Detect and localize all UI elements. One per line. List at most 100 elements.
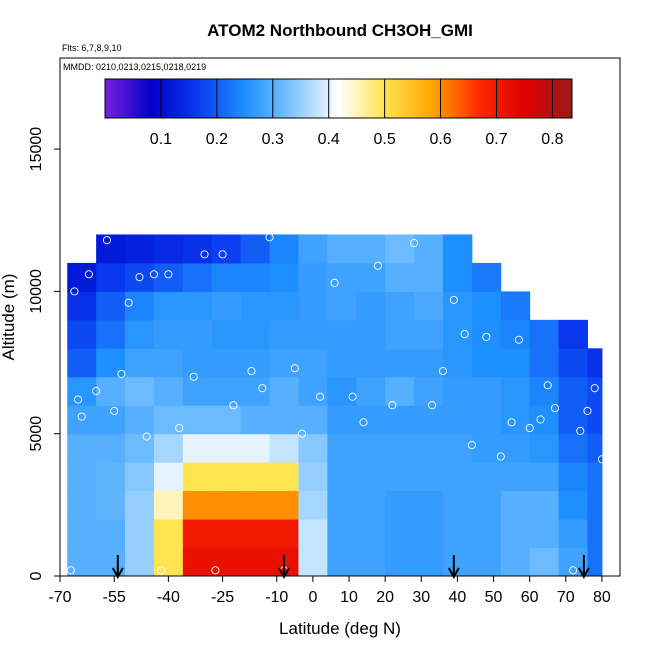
observation-point <box>460 330 469 339</box>
heat-cell <box>269 348 299 378</box>
heat-cell <box>67 291 97 321</box>
heat-cell <box>356 462 386 492</box>
heat-cell <box>327 490 357 520</box>
heat-cell <box>182 234 213 264</box>
x-tick-label: 10 <box>340 589 358 606</box>
heat-cell <box>125 348 155 378</box>
heat-cell <box>442 519 473 549</box>
heat-cell <box>471 519 502 549</box>
heat-cell <box>414 519 444 549</box>
heat-cell <box>240 490 271 520</box>
heat-cell <box>153 462 184 492</box>
heat-cell <box>125 262 155 292</box>
heat-cell <box>269 234 299 264</box>
heat-cell <box>240 319 271 349</box>
colorbar-tick-label: 0.5 <box>374 131 396 148</box>
observation-point <box>496 452 505 461</box>
heat-cell <box>125 462 155 492</box>
heat-cell <box>442 319 473 349</box>
heat-cell <box>211 291 242 321</box>
heat-cell <box>182 376 213 406</box>
heat-cell <box>269 319 299 349</box>
heat-cell <box>67 405 97 435</box>
observation-point <box>525 423 534 433</box>
heat-cell <box>385 519 415 549</box>
observation-point <box>428 401 437 410</box>
observation-point <box>92 386 101 396</box>
observation-point <box>70 287 79 296</box>
heat-cell <box>182 519 213 549</box>
heat-cell <box>96 376 126 406</box>
heat-cell <box>414 319 444 349</box>
heat-cell <box>211 405 242 435</box>
x-tick-label: -25 <box>211 589 234 606</box>
heat-cell <box>356 433 386 463</box>
heat-cell <box>500 547 531 577</box>
x-tick-label: 0 <box>308 589 317 606</box>
heat-cell <box>211 433 242 463</box>
heat-cell <box>96 234 126 264</box>
heat-cell <box>211 490 242 520</box>
colorbar-tick-label: 0.3 <box>262 131 284 148</box>
x-tick-label: -10 <box>265 589 288 606</box>
heat-cell <box>442 490 473 520</box>
heat-cell <box>240 291 271 321</box>
heat-cell <box>298 547 328 577</box>
heat-cell <box>385 234 415 264</box>
observation-point <box>102 236 112 245</box>
heat-cell <box>327 519 357 549</box>
heat-cell <box>327 348 357 378</box>
heat-cell <box>211 376 242 406</box>
dates-note: MMDD: 0210,0213,0215,0218,0219 <box>63 62 206 72</box>
heat-cell <box>442 547 473 577</box>
heat-cell <box>471 291 502 321</box>
heat-cell <box>385 291 415 321</box>
heat-cell <box>211 319 242 349</box>
heat-cell <box>125 547 155 577</box>
heat-cell <box>385 376 415 406</box>
heat-cell <box>269 462 299 492</box>
heat-cell <box>356 319 386 349</box>
heat-cell <box>327 291 357 321</box>
heat-cell <box>385 348 415 378</box>
colorbar-tick-label: 0.2 <box>206 131 228 148</box>
heat-cell <box>67 490 97 520</box>
colorbar-tick-label: 0.8 <box>541 131 563 148</box>
heat-cell <box>96 490 126 520</box>
heat-cell <box>587 433 603 463</box>
heat-cell <box>385 490 415 520</box>
heat-cell <box>298 291 328 321</box>
heat-cell <box>587 547 603 577</box>
heat-cell <box>356 234 386 264</box>
heat-cell <box>240 262 271 292</box>
heat-cell <box>442 462 473 492</box>
heat-cell <box>269 519 299 549</box>
heat-cell <box>500 291 531 321</box>
heat-cell <box>240 519 271 549</box>
observation-point <box>348 392 357 401</box>
heat-cell <box>471 433 502 463</box>
colorbar-tick-label: 0.6 <box>429 131 451 148</box>
heat-cell <box>182 462 213 492</box>
heat-cell <box>327 433 357 463</box>
observation-point <box>359 418 368 427</box>
heat-cell <box>442 262 473 292</box>
heat-cell <box>356 376 386 406</box>
heat-cell <box>558 319 588 349</box>
observation-point <box>330 278 339 287</box>
heat-cell <box>558 490 588 520</box>
heat-cell <box>153 348 184 378</box>
arrow-marker <box>278 555 290 580</box>
observation-point <box>175 423 184 433</box>
heat-cell <box>240 348 271 378</box>
heat-cell <box>558 376 588 406</box>
heat-cell <box>500 376 531 406</box>
heat-cell <box>96 291 126 321</box>
heat-cell <box>67 376 97 406</box>
heat-cell <box>500 348 531 378</box>
y-axis-label: Altitude (m) <box>0 274 18 361</box>
heat-cell <box>153 405 184 435</box>
observation-point <box>84 270 93 279</box>
heat-cell <box>240 376 271 406</box>
